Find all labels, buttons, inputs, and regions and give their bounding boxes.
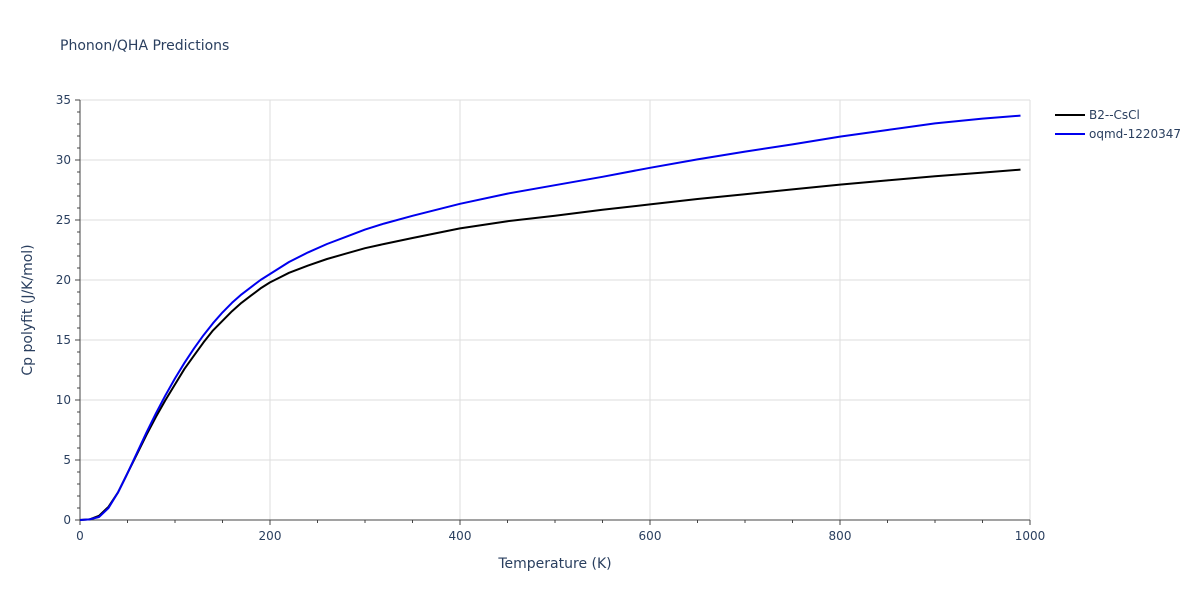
series-line-1[interactable] (79, 114, 1021, 521)
x-tick-label: 0 (76, 529, 84, 543)
y-tick-label: 20 (56, 273, 71, 287)
y-tick-label: 30 (56, 153, 71, 167)
axes-layer: 0 200 400 600 800 1000 0 5 10 15 20 25 30 35 (56, 93, 1046, 543)
series-layer (79, 114, 1021, 521)
x-tick-label: 600 (639, 529, 662, 543)
legend-item-0[interactable]: B2--CsCl (1055, 108, 1140, 122)
series-line-0[interactable] (79, 168, 1021, 521)
chart-title: Phonon/QHA Predictions (60, 38, 229, 54)
legend-label: oqmd-1220347 (1089, 127, 1181, 141)
y-tick-label: 10 (56, 393, 71, 407)
x-axis-title: Temperature (K) (497, 556, 611, 572)
x-tick-label: 800 (829, 529, 852, 543)
x-tick-label: 200 (259, 529, 282, 543)
y-tick-label: 25 (56, 213, 71, 227)
legend-label: B2--CsCl (1089, 108, 1140, 122)
y-tick-label: 35 (56, 93, 71, 107)
x-tick-label: 400 (449, 529, 472, 543)
y-axis-title: Cp polyfit (J/K/mol) (20, 244, 36, 375)
y-tick-label: 5 (63, 453, 71, 467)
grid-layer (80, 99, 1031, 520)
y-tick-label: 15 (56, 333, 71, 347)
y-tick-label: 0 (63, 513, 71, 527)
x-tick-label: 1000 (1015, 529, 1046, 543)
legend[interactable]: B2--CsCl oqmd-1220347 (1055, 108, 1181, 141)
legend-item-1[interactable]: oqmd-1220347 (1055, 127, 1181, 141)
